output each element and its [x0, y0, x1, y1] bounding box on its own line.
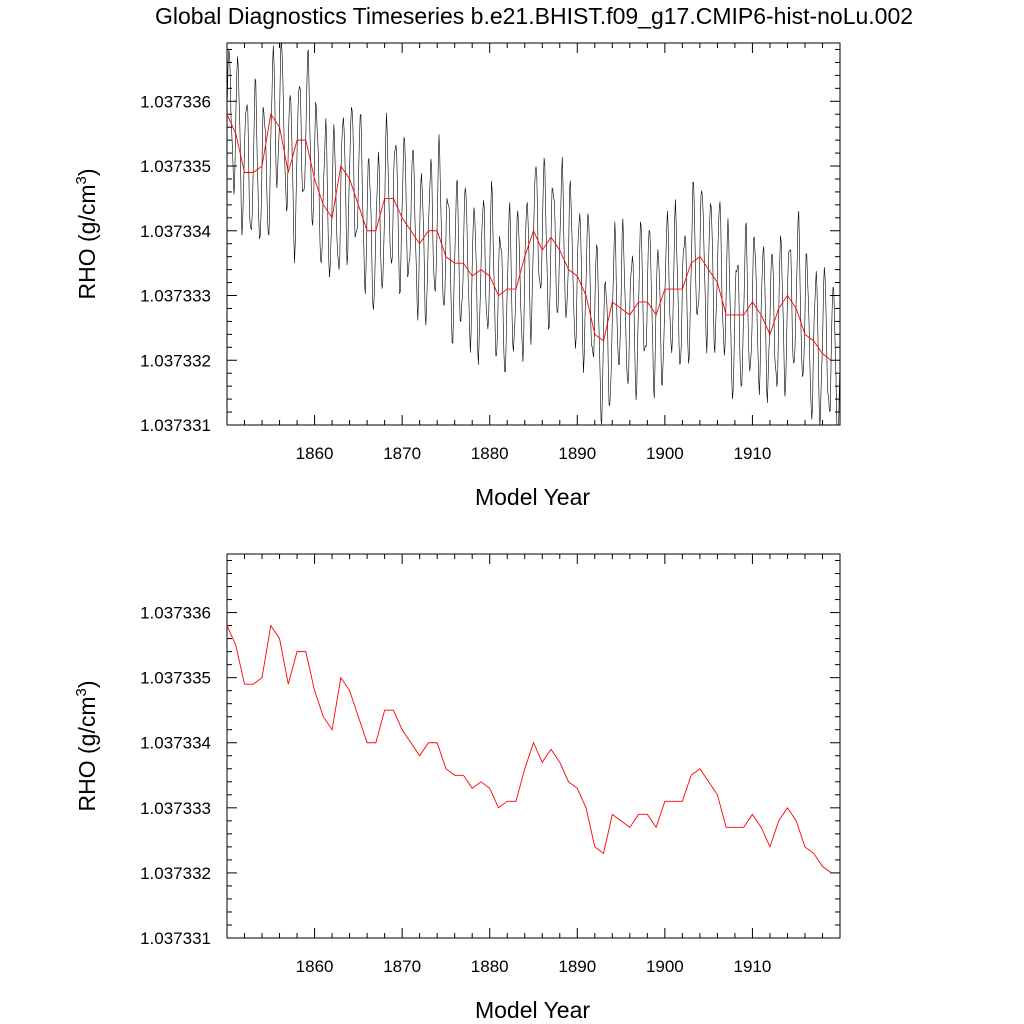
y-axis-title: RHO (g/cm3) [73, 168, 100, 299]
x-tick-label: 1880 [471, 444, 509, 463]
x-tick-label: 1890 [558, 957, 596, 976]
annual-mean-series-line [227, 113, 832, 361]
x-tick-label: 1870 [383, 957, 421, 976]
y-axis-title-close: ) [74, 168, 100, 176]
y-tick-label: 1.037332 [140, 864, 211, 883]
y-tick-label: 1.037333 [140, 799, 211, 818]
y-tick-label: 1.037333 [140, 287, 211, 306]
annual-mean-series-line [227, 624, 832, 874]
x-tick-label: 1880 [471, 957, 509, 976]
y-tick-label: 1.037334 [140, 734, 211, 753]
y-tick-label: 1.037336 [140, 604, 211, 623]
x-tick-label: 1860 [296, 444, 334, 463]
x-tick-label: 1860 [296, 957, 334, 976]
x-tick-label: 1900 [646, 957, 684, 976]
y-tick-label: 1.037334 [140, 222, 211, 241]
y-axis-title-close: ) [74, 680, 100, 688]
x-tick-label: 1890 [558, 444, 596, 463]
y-tick-label: 1.037331 [140, 929, 211, 948]
y-tick-label: 1.037332 [140, 351, 211, 370]
plot-frame [226, 42, 841, 426]
y-tick-label: 1.037336 [140, 92, 211, 111]
y-axis-title-main: RHO (g/cm [74, 185, 100, 300]
x-tick-label: 1910 [734, 444, 772, 463]
figure-title: Global Diagnostics Timeseries b.e21.BHIS… [155, 3, 913, 29]
y-axis-title: RHO (g/cm3) [73, 680, 100, 811]
plot-frame [226, 553, 841, 939]
x-axis-title: Model Year [475, 484, 590, 510]
chart-panel-bottom: 1860 1870 1880 1890 1900 1910 1.037331 1.037332… [73, 553, 841, 1023]
x-tick-label: 1910 [734, 957, 772, 976]
y-tick-label: 1.037335 [140, 157, 211, 176]
x-tick-label: 1900 [646, 444, 684, 463]
monthly-series-line [227, 43, 840, 425]
x-tick-label: 1870 [383, 444, 421, 463]
y-axis-title-main: RHO (g/cm [74, 697, 100, 812]
y-axis-title-superscript: 3 [73, 688, 90, 696]
y-tick-label: 1.037335 [140, 669, 211, 688]
chart-panel-top: 1860 1870 1880 1890 1900 1910 1.037331 1.037332… [73, 42, 841, 510]
y-axis-title-superscript: 3 [73, 176, 90, 184]
y-tick-label: 1.037331 [140, 416, 211, 435]
x-axis-title: Model Year [475, 997, 590, 1023]
